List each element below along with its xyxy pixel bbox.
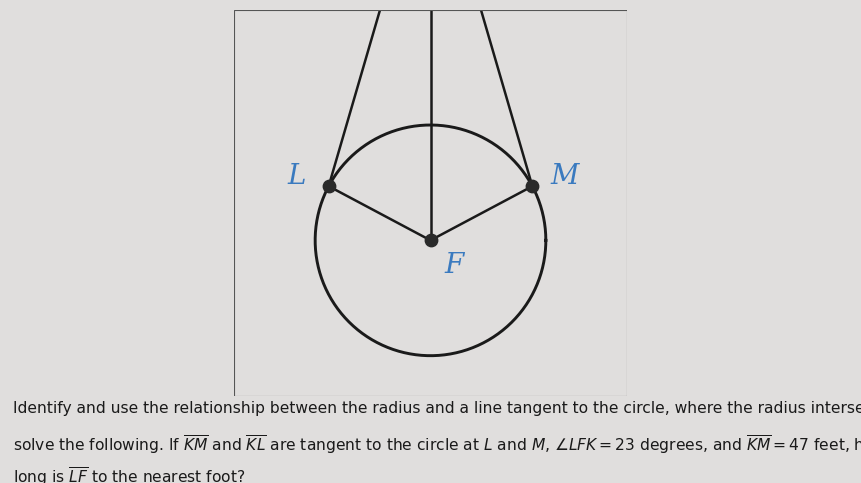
Text: L: L (288, 163, 306, 190)
Point (424, 237, 437, 244)
Text: Identify and use the relationship between the radius and a line tangent to the c: Identify and use the relationship betwee… (13, 401, 861, 416)
Text: long is $\overline{LF}$ to the nearest foot?: long is $\overline{LF}$ to the nearest f… (13, 466, 245, 483)
Text: solve the following. If $\overline{KM}$ and $\overline{KL}$ are tangent to the c: solve the following. If $\overline{KM}$ … (13, 433, 861, 455)
Bar (234, 10, 627, 396)
Text: F: F (444, 252, 463, 279)
Point (525, 182, 539, 190)
Text: M: M (550, 163, 579, 190)
Point (322, 182, 336, 190)
